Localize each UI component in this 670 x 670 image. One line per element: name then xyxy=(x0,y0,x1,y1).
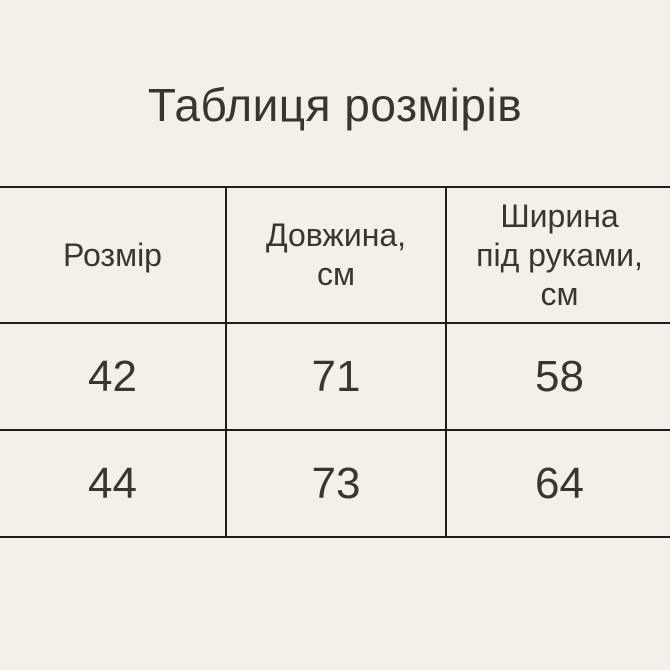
cell-width: 64 xyxy=(445,429,670,538)
col-header-size: Розмір xyxy=(0,186,227,324)
cell-width: 58 xyxy=(445,322,670,431)
cell-length: 73 xyxy=(225,429,447,538)
cell-size: 42 xyxy=(0,322,227,431)
table-row: 44 73 64 xyxy=(0,429,670,538)
page-title: Таблиця розмірів xyxy=(147,79,523,131)
cell-length: 71 xyxy=(225,322,447,431)
table-row: 42 71 58 xyxy=(0,322,670,431)
size-table: Розмір Довжина, см Ширина під руками, см… xyxy=(0,186,670,538)
col-header-width: Ширина під руками, см xyxy=(445,186,670,324)
table-header-row: Розмір Довжина, см Ширина під руками, см xyxy=(0,186,670,324)
cell-size: 44 xyxy=(0,429,227,538)
col-header-length: Довжина, см xyxy=(225,186,447,324)
